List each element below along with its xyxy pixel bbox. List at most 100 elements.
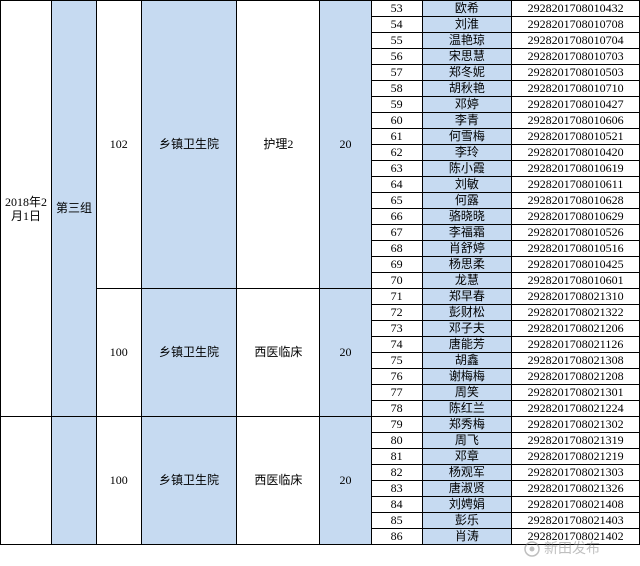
id-cell: 2928201708010427 (512, 97, 640, 113)
seq-cell: 62 (371, 145, 422, 161)
seq-cell: 72 (371, 305, 422, 321)
name-cell: 李青 (422, 113, 511, 129)
seq-cell: 82 (371, 465, 422, 481)
id-cell: 2928201708010629 (512, 209, 640, 225)
seq-cell: 67 (371, 225, 422, 241)
name-cell: 唐淑贤 (422, 481, 511, 497)
name-cell: 肖舒婷 (422, 241, 511, 257)
id-cell: 2928201708010516 (512, 241, 640, 257)
seq-cell: 83 (371, 481, 422, 497)
group-cell (52, 417, 97, 545)
name-cell: 胡秋艳 (422, 81, 511, 97)
seq-cell: 76 (371, 369, 422, 385)
seq-cell: 63 (371, 161, 422, 177)
id-cell: 2928201708021303 (512, 465, 640, 481)
spec-cell: 西医临床 (237, 417, 320, 545)
id-cell: 2928201708021308 (512, 353, 640, 369)
seq-cell: 71 (371, 289, 422, 305)
seq-cell: 73 (371, 321, 422, 337)
name-cell: 陈小霞 (422, 161, 511, 177)
name-cell: 刘淮 (422, 17, 511, 33)
id-cell: 2928201708021322 (512, 305, 640, 321)
id-cell: 2928201708021301 (512, 385, 640, 401)
table-row: 100乡镇卫生院西医临床2071郑早春2928201708021310 (1, 289, 640, 305)
seq-cell: 56 (371, 49, 422, 65)
seq-cell: 68 (371, 241, 422, 257)
name-cell: 陈红兰 (422, 401, 511, 417)
seq-cell: 79 (371, 417, 422, 433)
name-cell: 邓子夫 (422, 321, 511, 337)
seq-cell: 84 (371, 497, 422, 513)
seq-cell: 81 (371, 449, 422, 465)
name-cell: 郑早春 (422, 289, 511, 305)
id-cell: 2928201708010703 (512, 49, 640, 65)
code-cell: 100 (96, 417, 141, 545)
id-cell: 2928201708021126 (512, 337, 640, 353)
schedule-table: 2018年2月1日第三组102乡镇卫生院护理22053欧希29282017080… (0, 0, 640, 545)
seq-cell: 65 (371, 193, 422, 209)
id-cell: 2928201708021319 (512, 433, 640, 449)
name-cell: 刘敏 (422, 177, 511, 193)
count-cell: 20 (320, 1, 371, 289)
name-cell: 邓章 (422, 449, 511, 465)
name-cell: 郑冬妮 (422, 65, 511, 81)
id-cell: 2928201708021224 (512, 401, 640, 417)
id-cell: 2928201708021326 (512, 481, 640, 497)
seq-cell: 77 (371, 385, 422, 401)
spec-cell: 护理2 (237, 1, 320, 289)
name-cell: 彭乐 (422, 513, 511, 529)
seq-cell: 64 (371, 177, 422, 193)
seq-cell: 60 (371, 113, 422, 129)
seq-cell: 57 (371, 65, 422, 81)
seq-cell: 55 (371, 33, 422, 49)
seq-cell: 54 (371, 17, 422, 33)
seq-cell: 59 (371, 97, 422, 113)
name-cell: 龙慧 (422, 273, 511, 289)
id-cell: 2928201708010611 (512, 177, 640, 193)
seq-cell: 53 (371, 1, 422, 17)
name-cell: 杨观军 (422, 465, 511, 481)
count-cell: 20 (320, 289, 371, 417)
id-cell: 2928201708010503 (512, 65, 640, 81)
watermark: 新田发布 (524, 538, 600, 558)
id-cell: 2928201708021208 (512, 369, 640, 385)
id-cell: 2928201708021403 (512, 513, 640, 529)
code-cell: 100 (96, 289, 141, 417)
name-cell: 温艳琼 (422, 33, 511, 49)
watermark-text: 新田发布 (544, 540, 600, 556)
id-cell: 2928201708021408 (512, 497, 640, 513)
seq-cell: 86 (371, 529, 422, 545)
seq-cell: 66 (371, 209, 422, 225)
name-cell: 杨思柔 (422, 257, 511, 273)
date-cell: 2018年2月1日 (1, 1, 52, 417)
name-cell: 何雪梅 (422, 129, 511, 145)
seq-cell: 78 (371, 401, 422, 417)
org-cell: 乡镇卫生院 (141, 1, 237, 289)
seq-cell: 70 (371, 273, 422, 289)
date-cell (1, 417, 52, 545)
name-cell: 李玲 (422, 145, 511, 161)
code-cell: 102 (96, 1, 141, 289)
name-cell: 唐能芳 (422, 337, 511, 353)
seq-cell: 75 (371, 353, 422, 369)
name-cell: 邓婷 (422, 97, 511, 113)
id-cell: 2928201708021206 (512, 321, 640, 337)
group-cell: 第三组 (52, 1, 97, 417)
org-cell: 乡镇卫生院 (141, 289, 237, 417)
name-cell: 欧希 (422, 1, 511, 17)
count-cell: 20 (320, 417, 371, 545)
seq-cell: 85 (371, 513, 422, 529)
seq-cell: 80 (371, 433, 422, 449)
seq-cell: 58 (371, 81, 422, 97)
id-cell: 2928201708010432 (512, 1, 640, 17)
table-row: 2018年2月1日第三组102乡镇卫生院护理22053欧希29282017080… (1, 1, 640, 17)
seq-cell: 74 (371, 337, 422, 353)
seq-cell: 69 (371, 257, 422, 273)
name-cell: 郑秀梅 (422, 417, 511, 433)
name-cell: 李福霜 (422, 225, 511, 241)
id-cell: 2928201708010601 (512, 273, 640, 289)
org-cell: 乡镇卫生院 (141, 417, 237, 545)
spec-cell: 西医临床 (237, 289, 320, 417)
table-row: 100乡镇卫生院西医临床2079郑秀梅2928201708021302 (1, 417, 640, 433)
id-cell: 2928201708010420 (512, 145, 640, 161)
